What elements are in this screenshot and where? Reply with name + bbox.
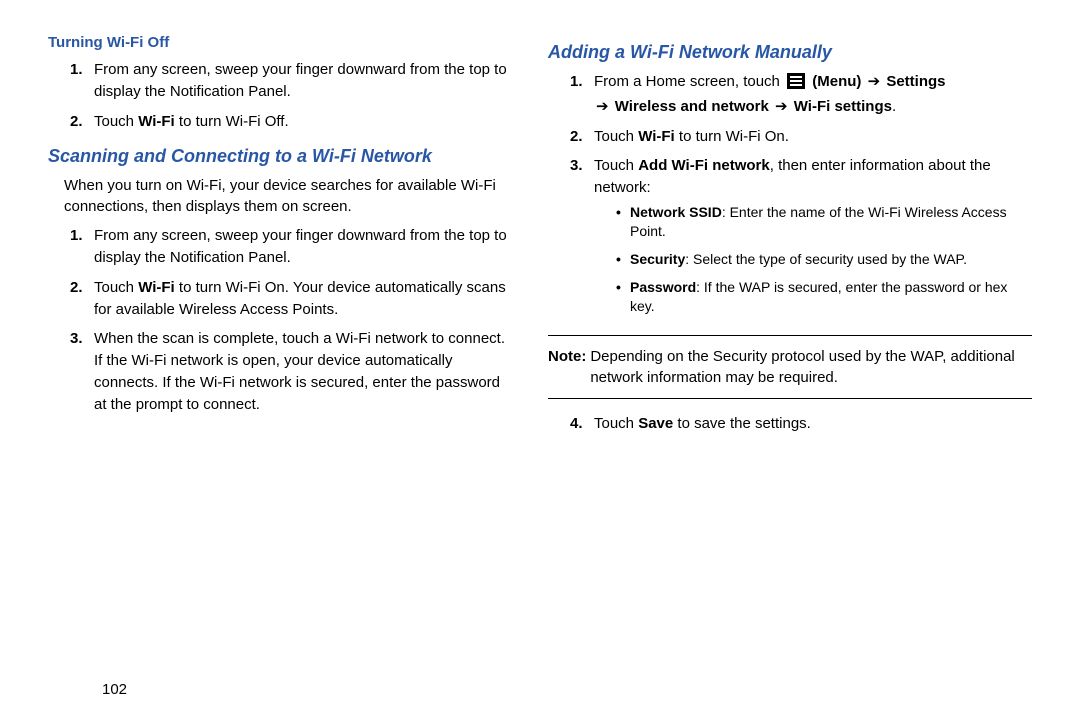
step-number: 1. xyxy=(70,59,94,103)
subheading-turning-wifi-off: Turning Wi-Fi Off xyxy=(48,34,516,51)
step-text: Touch Add Wi-Fi network, then enter info… xyxy=(594,155,1032,324)
heading-adding-manually: Adding a Wi-Fi Network Manually xyxy=(548,42,1032,63)
steps-adding: 1. From a Home screen, touch (Menu) ➔ Se… xyxy=(570,71,1032,325)
step-number: 4. xyxy=(570,413,594,435)
step-number: 1. xyxy=(570,71,594,118)
arrow-icon: ➔ xyxy=(775,98,788,115)
list-item: 1. From any screen, sweep your finger do… xyxy=(70,59,516,103)
steps-scanning: 1. From any screen, sweep your finger do… xyxy=(70,225,516,415)
list-item: 3. Touch Add Wi-Fi network, then enter i… xyxy=(570,155,1032,324)
step-number: 2. xyxy=(70,277,94,321)
step-text: From any screen, sweep your finger downw… xyxy=(94,59,516,103)
step-text: When the scan is complete, touch a Wi-Fi… xyxy=(94,328,516,415)
manual-page: Turning Wi-Fi Off 1. From any screen, sw… xyxy=(0,0,1080,720)
menu-label: (Menu) xyxy=(812,73,861,90)
note-block: Note: Depending on the Security protocol… xyxy=(548,335,1032,399)
step-number: 3. xyxy=(570,155,594,324)
step-text: From any screen, sweep your finger downw… xyxy=(94,225,516,269)
step-text: Touch Wi-Fi to turn Wi-Fi Off. xyxy=(94,111,516,133)
step-text: Touch Wi-Fi to turn Wi-Fi On. Your devic… xyxy=(94,277,516,321)
right-column: Adding a Wi-Fi Network Manually 1. From … xyxy=(540,28,1032,720)
note-text: Depending on the Security protocol used … xyxy=(590,346,1032,388)
list-item: 3. When the scan is complete, touch a Wi… xyxy=(70,328,516,415)
step-text: Touch Wi-Fi to turn Wi-Fi On. xyxy=(594,126,1032,148)
list-item: 2. Touch Wi-Fi to turn Wi-Fi On. Your de… xyxy=(70,277,516,321)
steps-turning-off: 1. From any screen, sweep your finger do… xyxy=(70,59,516,132)
arrow-icon: ➔ xyxy=(868,73,881,90)
list-item: Network SSID: Enter the name of the Wi-F… xyxy=(616,203,1032,242)
step-text: From a Home screen, touch (Menu) ➔ Setti… xyxy=(594,71,1032,118)
list-item: 2. Touch Wi-Fi to turn Wi-Fi Off. xyxy=(70,111,516,133)
list-item: 4. Touch Save to save the settings. xyxy=(570,413,1032,435)
intro-paragraph: When you turn on Wi-Fi, your device sear… xyxy=(64,175,516,217)
left-column: Turning Wi-Fi Off 1. From any screen, sw… xyxy=(48,28,540,720)
step-number: 2. xyxy=(70,111,94,133)
step-text: Touch Save to save the settings. xyxy=(594,413,1032,435)
step-number: 1. xyxy=(70,225,94,269)
list-item: 1. From a Home screen, touch (Menu) ➔ Se… xyxy=(570,71,1032,118)
step-number: 2. xyxy=(570,126,594,148)
step-number: 3. xyxy=(70,328,94,415)
list-item: Password: If the WAP is secured, enter t… xyxy=(616,278,1032,317)
network-bullets: Network SSID: Enter the name of the Wi-F… xyxy=(616,203,1032,317)
list-item: Security: Select the type of security us… xyxy=(616,250,1032,270)
heading-scanning-connecting: Scanning and Connecting to a Wi-Fi Netwo… xyxy=(48,146,516,167)
list-item: 1. From any screen, sweep your finger do… xyxy=(70,225,516,269)
note-label: Note: xyxy=(548,346,586,388)
menu-icon xyxy=(787,73,805,96)
arrow-icon: ➔ xyxy=(596,98,609,115)
steps-adding-cont: 4. Touch Save to save the settings. xyxy=(570,413,1032,435)
page-number: 102 xyxy=(102,681,127,698)
list-item: 2. Touch Wi-Fi to turn Wi-Fi On. xyxy=(570,126,1032,148)
